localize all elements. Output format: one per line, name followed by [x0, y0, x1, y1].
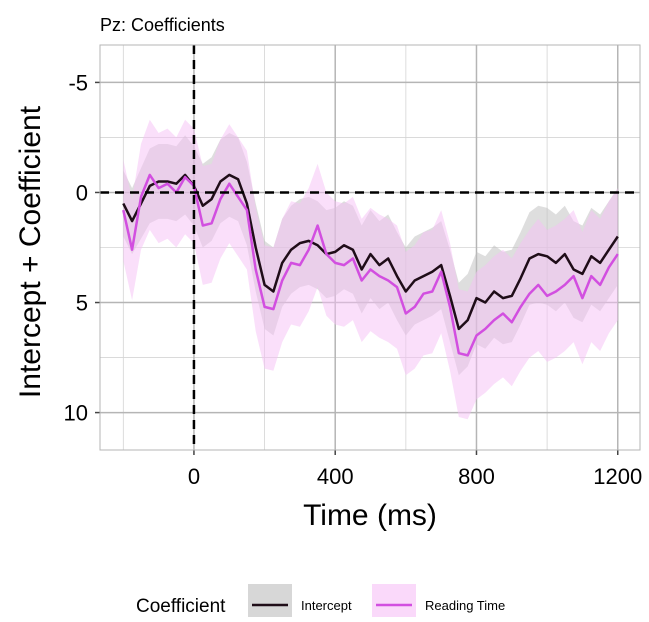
- panel-border: [99, 44, 641, 451]
- legend-key: [372, 584, 416, 622]
- y-tick-label: 0: [76, 180, 88, 205]
- x-tick-label: 0: [188, 464, 200, 489]
- legend-label: Intercept: [301, 598, 352, 613]
- chart-title: Pz: Coefficients: [100, 15, 225, 35]
- legend-key: [248, 584, 292, 622]
- x-tick-label: 400: [317, 464, 354, 489]
- y-tick-label: -5: [68, 70, 88, 95]
- y-axis-label: Intercept + Coefficient: [14, 105, 47, 398]
- x-tick-label: 800: [458, 464, 495, 489]
- legend-title: Coefficient: [136, 596, 226, 617]
- y-tick-label: 10: [64, 401, 88, 426]
- line: [122, 173, 619, 331]
- x-tick-label: 1200: [593, 464, 642, 489]
- line: [122, 173, 619, 357]
- y-tick-label: 5: [76, 291, 88, 316]
- legend-label: Reading Time: [425, 598, 505, 613]
- x-axis-label: Time (ms): [303, 499, 437, 532]
